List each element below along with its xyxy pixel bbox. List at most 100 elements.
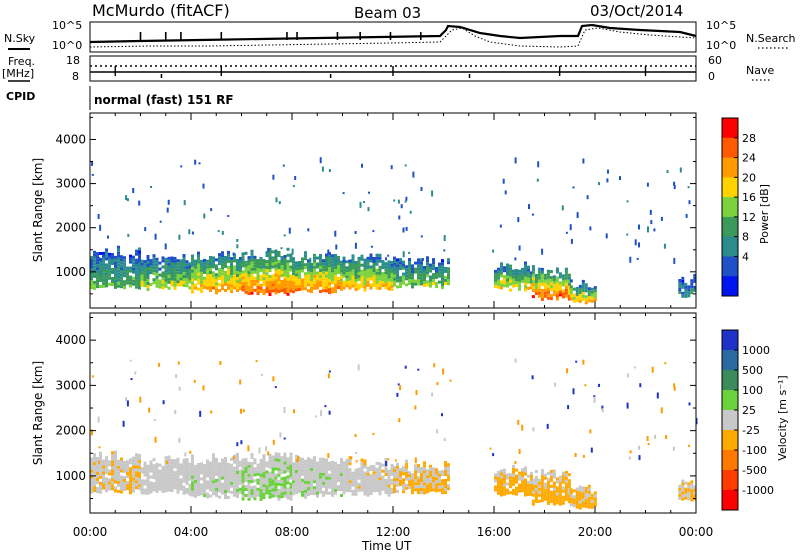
speckle [404,365,407,369]
data-cell [298,474,301,478]
data-cell [173,283,177,287]
data-cell [292,477,295,481]
data-cell [322,457,325,461]
data-cell [313,256,316,260]
data-cell [197,275,200,279]
data-cell [432,279,435,283]
data-cell [334,290,337,293]
data-cell [340,461,343,464]
data-cell [90,472,93,476]
data-cell [325,268,328,272]
data-cell [209,274,212,277]
data-cell [512,464,515,468]
data-cell [230,466,233,470]
data-cell [188,465,192,469]
data-cell [552,475,556,479]
data-cell [182,281,186,284]
data-cell [322,460,325,464]
data-cell [286,463,290,467]
data-cell [212,486,215,490]
data-cell [429,470,432,474]
speckle [350,456,353,460]
data-cell [537,291,541,295]
data-cell [215,457,218,461]
data-cell [360,470,364,474]
colorbar-tick-label: 28 [742,132,756,145]
data-cell [117,468,120,472]
data-cell [420,264,423,268]
data-cell [298,261,301,264]
data-cell [247,289,251,293]
data-cell [693,488,697,492]
speckle [319,157,322,164]
data-cell [280,289,284,292]
data-cell [182,272,186,275]
data-cell [108,472,111,476]
data-cell [313,283,316,287]
data-cell [114,450,117,454]
data-cell [295,285,298,289]
data-cell [313,477,316,481]
data-cell [182,491,186,495]
data-cell [120,469,123,473]
data-cell [188,280,192,284]
speckle [177,361,180,365]
data-cell [387,478,391,482]
data-cell [218,474,221,478]
speckle [327,249,330,255]
speckle [232,456,235,460]
data-cell [132,270,135,274]
data-cell [509,473,512,477]
data-cell [304,254,307,258]
data-cell [99,273,102,276]
data-cell [170,259,174,263]
data-cell [292,281,295,285]
speckle [91,160,93,166]
data-cell [197,269,200,273]
data-cell [170,280,174,284]
data-cell [384,286,388,290]
speckle [194,159,197,165]
data-cell [241,273,245,277]
data-cell [684,288,688,292]
data-cell [396,264,399,268]
data-cell [259,256,263,260]
data-cell [173,256,177,260]
velocity-heatmap [90,358,698,510]
speckle [184,452,187,457]
data-cell [348,268,352,272]
data-cell [334,464,337,468]
data-cell [328,461,331,465]
data-cell [135,483,138,487]
data-cell [194,286,197,290]
data-cell [218,262,221,266]
data-cell [384,479,388,482]
data-cell [298,471,301,475]
data-cell [325,476,328,480]
data-cell [497,470,500,474]
speckle [387,458,390,461]
data-cell [283,494,287,498]
data-cell [253,491,257,495]
data-cell [268,251,272,254]
data-cell [244,287,248,291]
data-cell [340,284,343,288]
data-cell [561,283,565,287]
data-cell [132,474,135,478]
data-cell [366,487,370,491]
data-cell [182,260,186,263]
data-cell [185,491,189,494]
data-cell [575,493,579,497]
data-cell [289,274,293,278]
data-cell [215,267,218,271]
data-cell [179,466,183,470]
data-cell [241,255,245,259]
data-cell [253,267,257,271]
data-cell [271,491,275,495]
data-cell [120,276,123,280]
data-cell [543,494,547,498]
data-cell [146,267,150,270]
speckle [267,451,270,456]
data-cell [149,259,153,263]
data-cell [108,282,111,286]
